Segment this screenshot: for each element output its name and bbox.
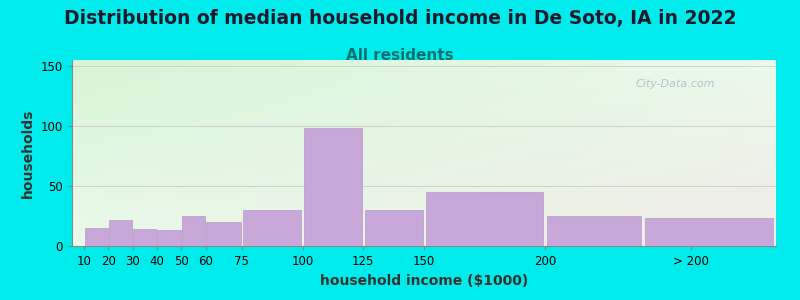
- Bar: [304, 128, 362, 246]
- Bar: [645, 218, 774, 246]
- Bar: [243, 210, 302, 246]
- Bar: [426, 192, 543, 246]
- Bar: [547, 216, 641, 246]
- Bar: [85, 228, 108, 246]
- Text: Distribution of median household income in De Soto, IA in 2022: Distribution of median household income …: [64, 9, 736, 28]
- Bar: [182, 216, 205, 246]
- Text: City-Data.com: City-Data.com: [635, 79, 714, 88]
- Bar: [206, 222, 242, 246]
- Bar: [158, 230, 181, 246]
- Bar: [133, 229, 157, 246]
- Bar: [365, 210, 422, 246]
- Y-axis label: households: households: [21, 108, 35, 198]
- Bar: [109, 220, 132, 246]
- Text: All residents: All residents: [346, 48, 454, 63]
- X-axis label: household income ($1000): household income ($1000): [320, 274, 528, 288]
